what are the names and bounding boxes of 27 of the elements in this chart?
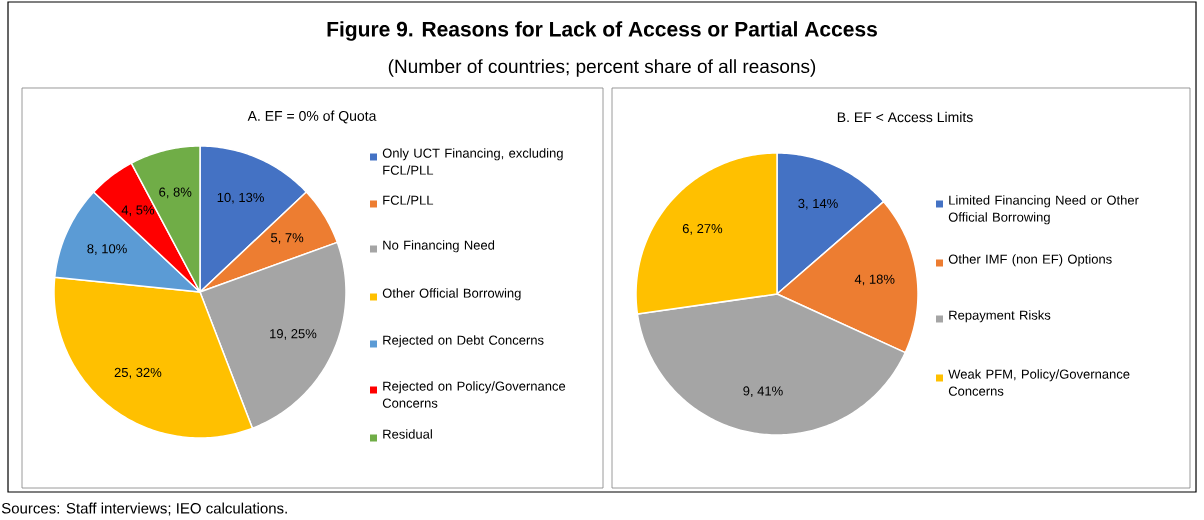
legend-label: Only UCT Financing, excluding FCL/PLL xyxy=(382,148,563,175)
data-label: 10, 13% xyxy=(217,192,264,204)
legend-label: FCL/PLL xyxy=(383,195,434,205)
chart-title: B. EF < Access Limits xyxy=(837,111,973,123)
legend-label: Weak PFM, Policy/Governance Concerns xyxy=(948,369,1130,396)
data-label: 6, 8% xyxy=(159,187,192,199)
legend-label: Rejected on Debt Concerns xyxy=(383,335,544,348)
data-label: 3, 14% xyxy=(798,198,838,210)
legend-label: Rejected on Policy/Governance Concerns xyxy=(382,381,566,408)
legend-label: Limited Financing Need or Other Official Borrowing xyxy=(948,195,1139,225)
text: Figure 9. Reasons for Lack of Access or Partial Access xyxy=(327,21,877,41)
data-label: 25, 32% xyxy=(114,367,162,379)
data-label: 9, 41% xyxy=(743,386,783,398)
data-label: 19, 25% xyxy=(270,329,317,340)
legend-label: Other Official Borrowing xyxy=(382,288,521,301)
text: (Number of countries; percent share of all reasons) xyxy=(388,59,816,77)
data-label: 5, 7% xyxy=(270,233,304,244)
legend-label: Residual xyxy=(383,429,432,439)
source-note: Sources: Staff interviews; IEO calculations. xyxy=(1,502,287,516)
legend-label: No Financing Need xyxy=(383,240,495,253)
text: A. EF = 0% of Quota xyxy=(247,110,377,124)
data-label: 6, 27% xyxy=(682,223,723,235)
data-label: 4, 5% xyxy=(121,205,155,217)
legend-label: Other IMF (non EF) Options xyxy=(948,254,1112,267)
data-label: 8, 10% xyxy=(87,244,127,255)
legend-label: Repayment Risks xyxy=(949,310,1051,323)
data-label: 4, 18% xyxy=(854,274,895,286)
